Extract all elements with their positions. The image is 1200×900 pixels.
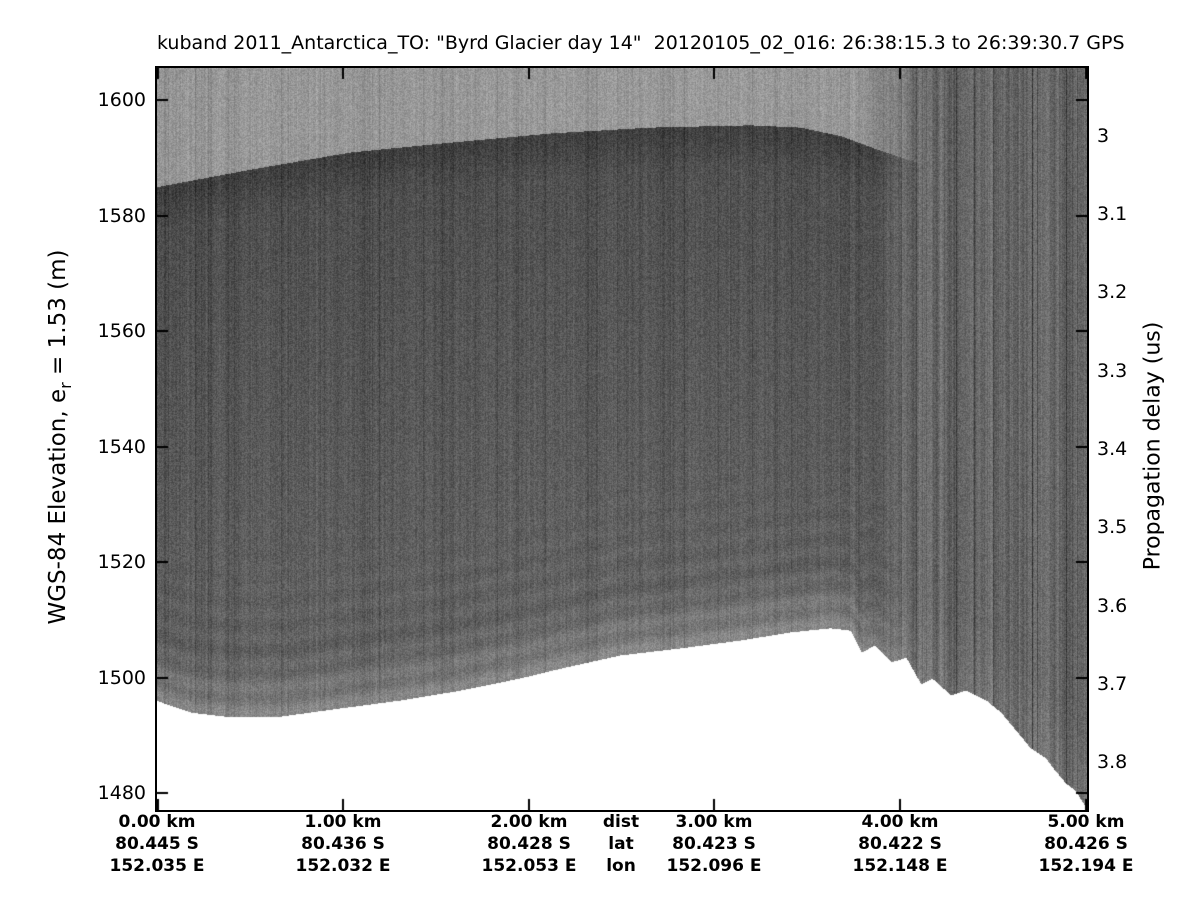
bottom-lon-label: 152.053 E	[481, 856, 577, 876]
bottom-row-header: lon	[606, 856, 636, 876]
delay-tick-label: 3.1	[1097, 203, 1128, 225]
elevation-tick-label: 1600	[97, 89, 146, 111]
radar-echogram-image	[157, 68, 1087, 810]
delay-tick-label: 3	[1097, 125, 1110, 147]
elevation-tick-label: 1500	[97, 667, 146, 689]
elevation-tick-label: 1580	[97, 205, 146, 227]
left-axis-label-pre: WGS-84 Elevation, e	[45, 388, 72, 625]
elevation-tick-label: 1560	[97, 320, 146, 342]
bottom-dist-label: 4.00 km	[861, 812, 939, 832]
plot-title: kuband 2011_Antarctica_TO: "Byrd Glacier…	[157, 32, 1125, 54]
bottom-lon-label: 152.096 E	[666, 856, 762, 876]
bottom-dist-label: 5.00 km	[1047, 812, 1125, 832]
bottom-lat-label: 80.445 S	[115, 834, 199, 854]
bottom-lon-label: 152.032 E	[295, 856, 391, 876]
bottom-lon-label: 152.194 E	[1038, 856, 1134, 876]
bottom-lat-label: 80.426 S	[1044, 834, 1128, 854]
bottom-dist-label: 2.00 km	[490, 812, 568, 832]
delay-tick-label: 3.2	[1097, 281, 1128, 303]
left-axis-label-post: = 1.53 (m)	[45, 249, 72, 383]
delay-tick-label: 3.6	[1097, 595, 1128, 617]
elevation-tick-label: 1480	[97, 782, 146, 804]
bottom-row-header: dist	[602, 812, 640, 832]
elevation-tick-label: 1520	[97, 551, 146, 573]
bottom-dist-label: 1.00 km	[304, 812, 382, 832]
plot-frame	[155, 66, 1089, 812]
bottom-lon-label: 152.148 E	[852, 856, 948, 876]
bottom-lat-label: 80.428 S	[487, 834, 571, 854]
delay-tick-label: 3.4	[1097, 438, 1128, 460]
bottom-lon-label: 152.035 E	[109, 856, 205, 876]
left-axis-label-subscript: r	[55, 382, 75, 389]
delay-tick-label: 3.3	[1097, 360, 1128, 382]
bottom-lat-label: 80.422 S	[858, 834, 942, 854]
elevation-tick-label: 1540	[97, 436, 146, 458]
bottom-row-header: lat	[608, 834, 634, 854]
bottom-dist-label: 0.00 km	[118, 812, 196, 832]
delay-tick-label: 3.7	[1097, 673, 1128, 695]
bottom-lat-label: 80.423 S	[672, 834, 756, 854]
delay-tick-label: 3.8	[1097, 751, 1128, 773]
right-axis-label: Propagation delay (us)	[1140, 321, 1166, 571]
bottom-dist-label: 3.00 km	[675, 812, 753, 832]
delay-tick-label: 3.5	[1097, 516, 1128, 538]
bottom-lat-label: 80.436 S	[301, 834, 385, 854]
